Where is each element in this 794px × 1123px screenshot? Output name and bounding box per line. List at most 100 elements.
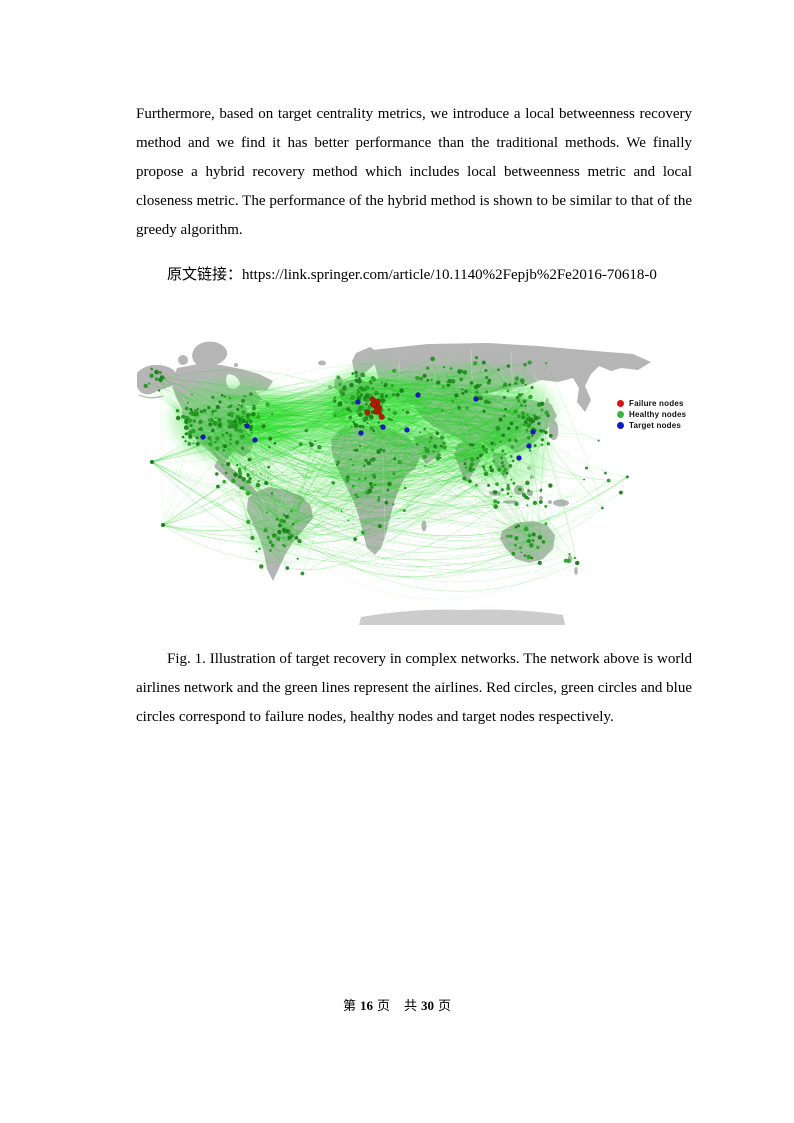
healthy-node [508,383,511,387]
healthy-node [228,421,233,426]
target-node [200,434,206,440]
healthy-node [482,409,486,413]
failure-node [376,409,382,416]
healthy-node [245,491,250,496]
source-link-label: 原文链接： [167,267,243,283]
healthy-node [157,389,161,392]
healthy-node [364,491,368,494]
healthy-node [497,368,500,371]
healthy-node [474,355,479,360]
healthy-node [437,453,441,457]
healthy-node [499,440,502,443]
healthy-node [351,484,355,488]
healthy-node [402,409,405,412]
healthy-node [304,428,309,433]
healthy-node [537,560,542,566]
healthy-node [469,381,474,385]
healthy-node [540,443,544,447]
healthy-node [625,475,629,479]
healthy-node [404,486,407,490]
healthy-node [211,409,215,414]
healthy-node [566,558,571,563]
page-content: Furthermore, based on target centrality … [136,100,692,725]
healthy-node [487,378,492,383]
healthy-node [188,412,192,415]
healthy-node [237,404,240,407]
healthy-node [540,408,544,412]
healthy-node [353,537,357,542]
healthy-node [544,410,549,416]
healthy-node [267,445,271,449]
healthy-node [545,362,548,365]
healthy-node [268,540,273,545]
healthy-node [442,441,446,446]
healthy-node [475,390,479,395]
healthy-node [234,427,239,432]
healthy-node [358,377,361,380]
healthy-node [331,481,336,485]
healthy-node [527,416,531,420]
healthy-node [502,396,506,399]
healthy-node [228,404,233,408]
healthy-node [192,412,197,417]
healthy-node [238,471,242,476]
healthy-node [474,385,478,389]
healthy-node [489,468,495,473]
healthy-node [228,397,232,400]
healthy-node [186,401,189,404]
healthy-node [539,489,543,493]
healthy-node [158,370,162,375]
healthy-node [537,416,541,420]
healthy-node [530,417,533,421]
healthy-node [354,378,359,383]
healthy-node [515,395,520,400]
healthy-node [390,418,394,422]
healthy-node [436,380,441,385]
body-paragraph: Furthermore, based on target centrality … [136,106,692,238]
healthy-node [184,406,189,411]
healthy-node [363,416,369,421]
healthy-node [282,513,286,517]
healthy-node [184,439,187,443]
healthy-node [191,410,194,413]
healthy-node [215,436,220,441]
healthy-node [187,441,192,446]
healthy-node [351,372,355,376]
healthy-node [492,459,496,463]
failure-node [364,409,371,416]
healthy-node [364,477,367,480]
healthy-node [263,528,268,533]
healthy-node [514,536,519,541]
healthy-node [345,475,350,480]
healthy-node [514,381,518,385]
legend-dot-icon [617,422,624,429]
healthy-node [510,445,515,449]
legend-label: Failure nodes [629,399,684,408]
footer-text: 页 [438,998,452,1013]
healthy-node [485,448,489,451]
healthy-node [454,393,459,398]
healthy-node [449,367,453,370]
healthy-node [245,420,249,424]
healthy-node [211,428,215,433]
healthy-node [221,433,225,437]
healthy-node [337,401,343,407]
healthy-node [236,464,239,467]
footer-text: 共 [404,998,418,1013]
healthy-node [392,503,395,506]
healthy-node [390,384,394,388]
healthy-node [218,400,222,404]
healthy-node [161,376,165,380]
healthy-node [380,381,383,384]
healthy-node [585,466,589,470]
healthy-node [372,429,376,433]
greenland [192,341,228,367]
healthy-node [433,444,437,448]
healthy-node [181,414,185,419]
healthy-node [241,410,246,415]
healthy-node [150,367,154,371]
healthy-node [416,443,419,446]
healthy-node [211,413,214,416]
healthy-node [544,430,548,435]
